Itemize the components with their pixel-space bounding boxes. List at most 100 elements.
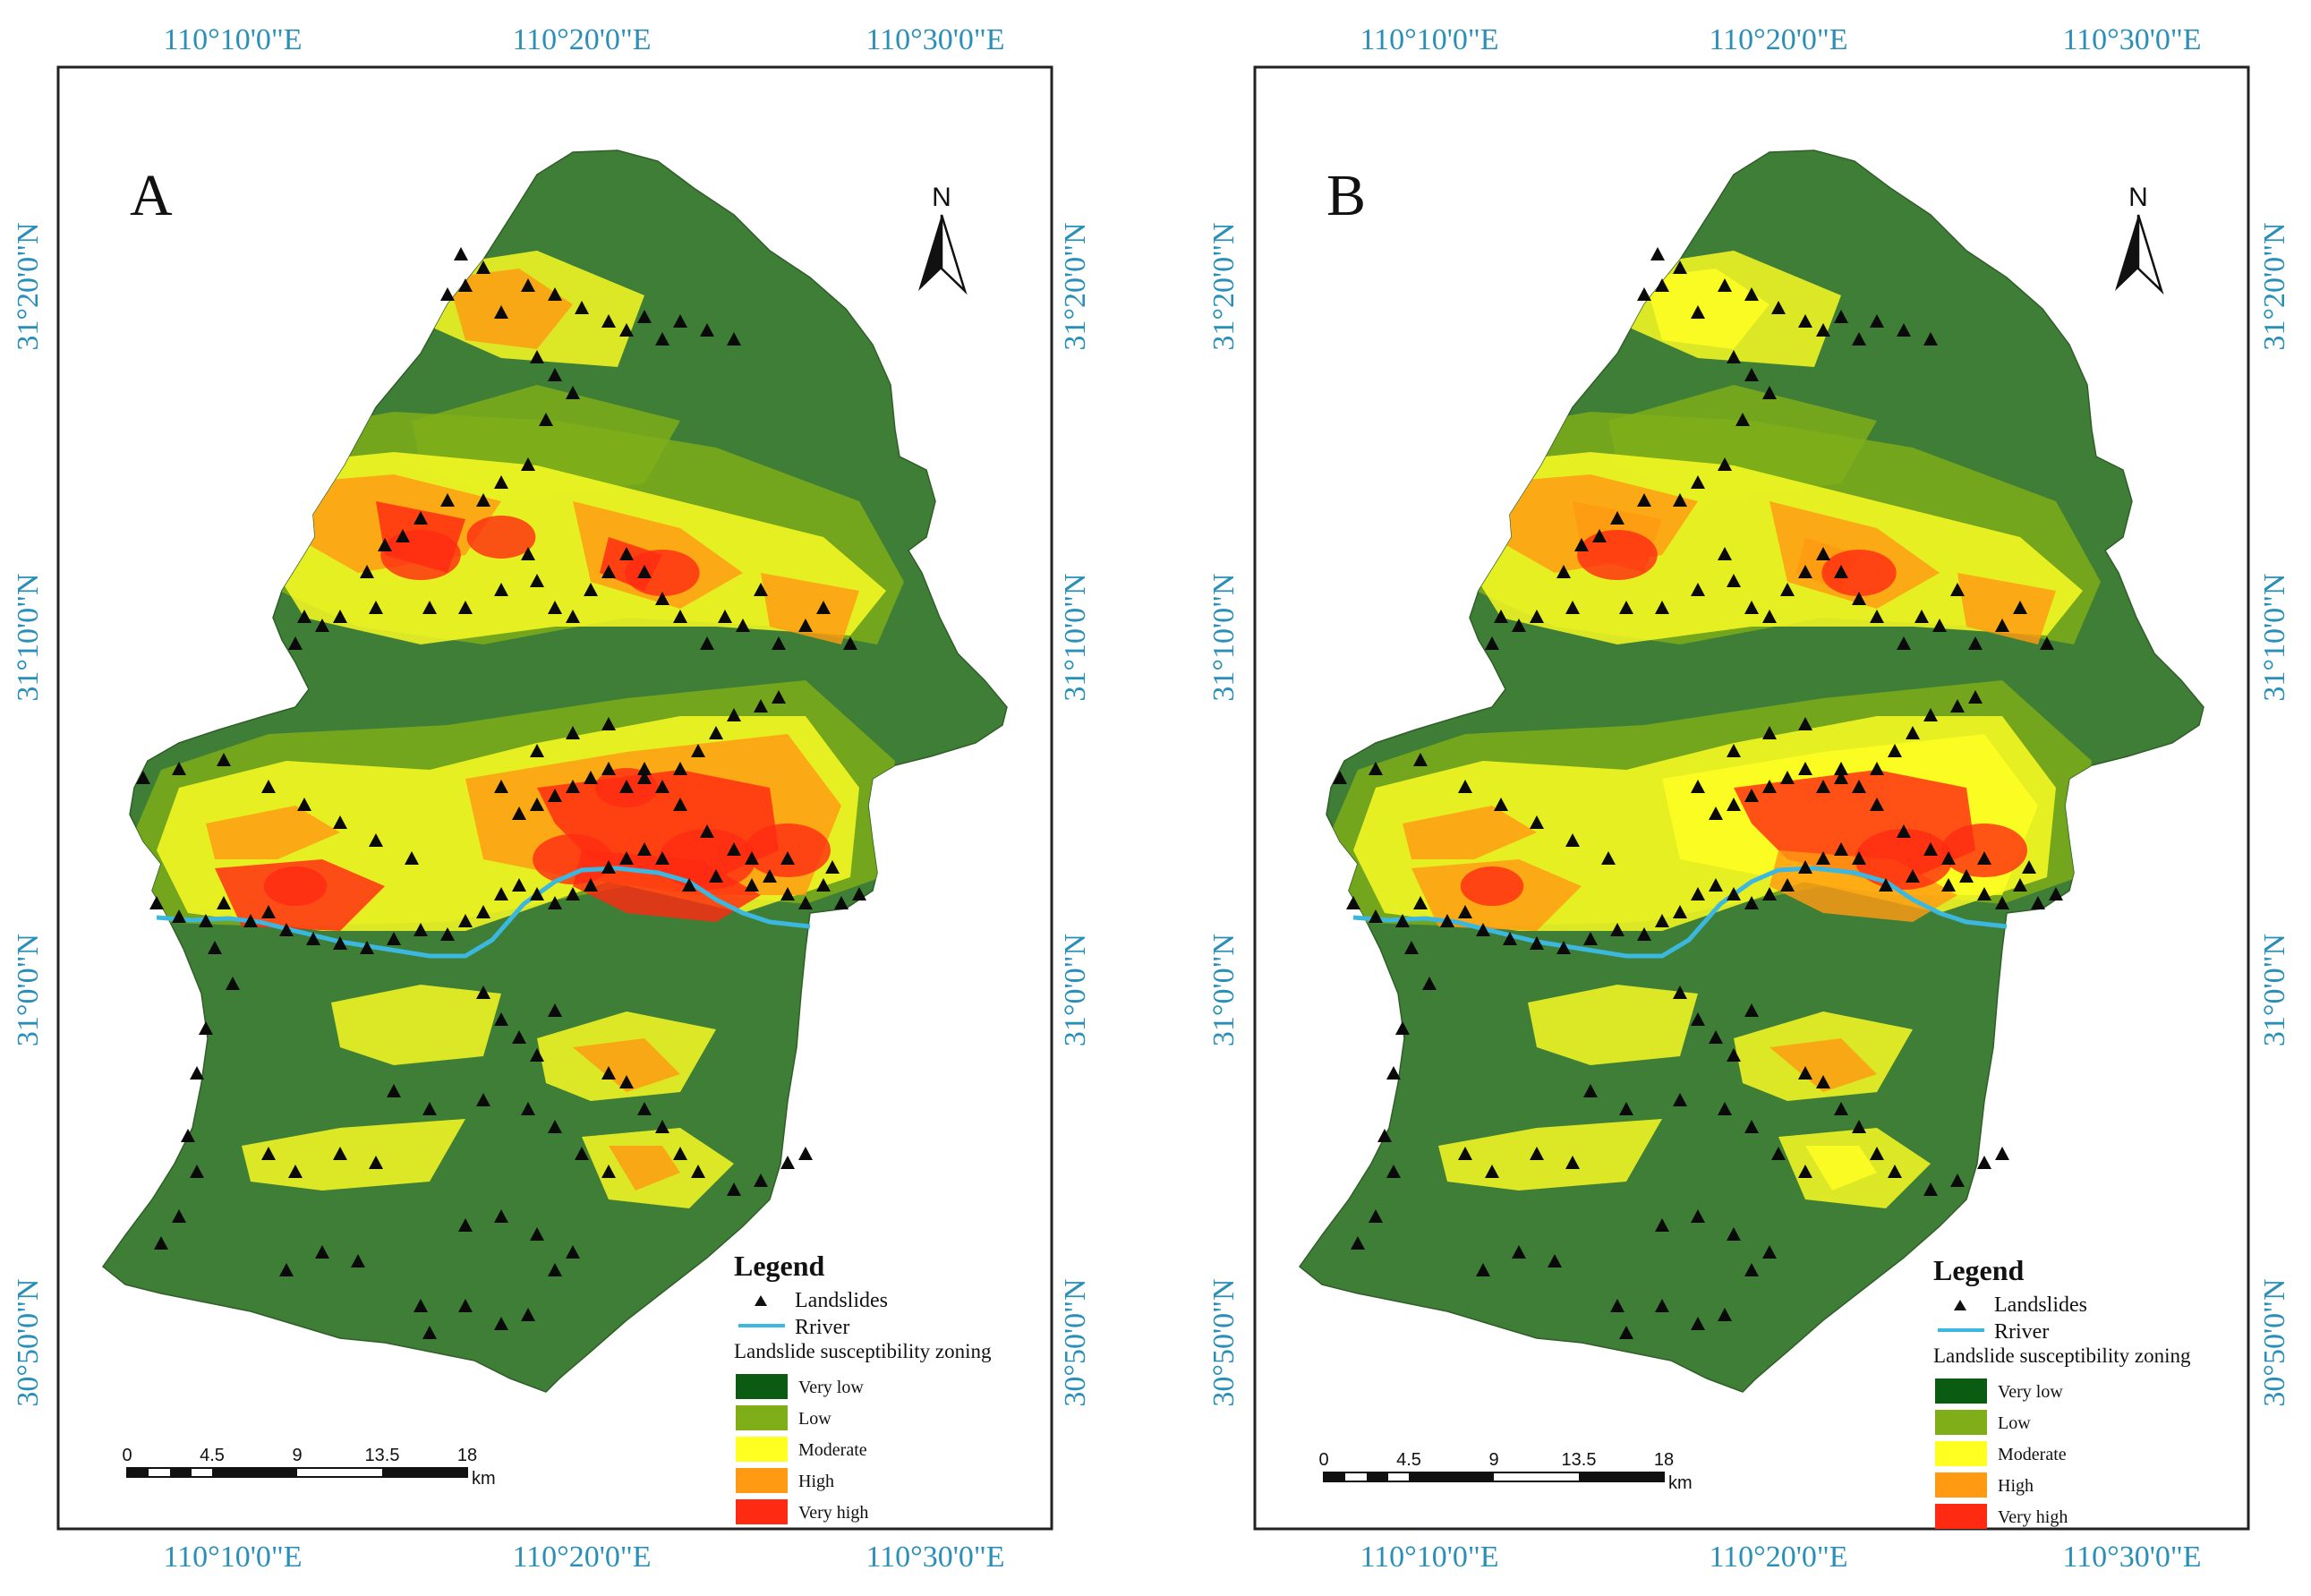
landslide-marker xyxy=(1709,1030,1723,1044)
landslide-marker xyxy=(440,287,455,301)
landslide-marker xyxy=(575,301,589,314)
landslide-marker xyxy=(333,1147,347,1160)
scale-label: 0 xyxy=(1318,1450,1328,1470)
map-frame xyxy=(1253,65,2250,1531)
landslide-marker xyxy=(2013,878,2027,892)
susceptibility-zone xyxy=(1805,1146,1877,1191)
right-latitude-label: 30°50'0"N xyxy=(2258,1278,2291,1406)
landslide-marker xyxy=(458,278,473,292)
landslide-marker xyxy=(655,332,669,346)
landslide-marker xyxy=(1395,914,1410,927)
landslide-marker xyxy=(1744,601,1759,614)
landslide-marker xyxy=(1995,619,2009,632)
landslide-marker xyxy=(1762,780,1777,793)
landslide-marker xyxy=(172,1209,186,1223)
landslide-marker xyxy=(548,1003,562,1017)
landslide-marker xyxy=(1503,932,1517,945)
landslide-marker xyxy=(825,860,840,874)
left-latitude-label: 31°20'0"N xyxy=(1207,222,1241,350)
landslide-marker xyxy=(1583,932,1598,945)
landslide-marker xyxy=(1923,332,1938,346)
landslide-marker xyxy=(566,726,580,739)
landslide-marker xyxy=(414,923,428,936)
landslide-marker xyxy=(754,583,768,596)
very-high-hotspot xyxy=(1460,866,1524,906)
landslide-marker xyxy=(494,780,508,793)
landslide-marker xyxy=(476,905,490,918)
scale-unit: km xyxy=(472,1469,496,1489)
landslide-marker xyxy=(1556,565,1571,578)
landslide-marker xyxy=(1914,610,1929,623)
landslide-marker xyxy=(736,619,750,632)
landslide-marker xyxy=(798,1147,813,1160)
landslide-marker xyxy=(1727,1048,1741,1062)
landslide-marker xyxy=(548,368,562,381)
landslide-marker xyxy=(279,923,294,936)
landslide-marker xyxy=(1897,323,1911,337)
landslide-marker xyxy=(673,314,687,328)
legend: Legend Landslides Rriver Landslide susce… xyxy=(734,1250,992,1524)
landslide-marker xyxy=(673,762,687,775)
landslide-marker xyxy=(619,851,634,865)
landslide-marker xyxy=(1888,1165,1902,1178)
landslide-marker xyxy=(476,493,490,507)
legend-zoning-title: Landslide susceptibility zoning xyxy=(734,1340,992,1362)
landslide-marker xyxy=(1530,610,1544,623)
right-latitude-label: 31°0'0"N xyxy=(2258,934,2291,1046)
landslide-marker xyxy=(1744,368,1759,381)
landslide-marker xyxy=(333,610,347,623)
landslide-marker xyxy=(1718,1308,1732,1321)
landslide-marker xyxy=(208,941,222,954)
landslide-marker xyxy=(1977,851,1991,865)
scale-label: 13.5 xyxy=(1562,1450,1597,1470)
landslide-marker xyxy=(798,896,813,909)
top-longitude-label: 110°10'0"E xyxy=(163,23,302,56)
landslide-marker xyxy=(1950,583,1965,596)
landslide-marker xyxy=(440,493,455,507)
landslide-marker xyxy=(709,869,723,883)
scale-label: 4.5 xyxy=(1396,1450,1421,1470)
landslide-marker xyxy=(700,824,714,838)
landslide-marker xyxy=(1395,1021,1410,1035)
bottom-longitude-label: 110°20'0"E xyxy=(1709,1541,1847,1574)
landslide-marker xyxy=(414,511,428,525)
legend-class-label: Very low xyxy=(1998,1382,2063,1402)
scale-label: 9 xyxy=(292,1446,302,1465)
landslide-marker xyxy=(566,610,580,623)
landslide-marker xyxy=(1386,1066,1401,1080)
landslide-marker xyxy=(1744,789,1759,802)
landslide-marker xyxy=(1574,538,1589,551)
landslide-marker xyxy=(494,887,508,900)
legend-class-label: High xyxy=(798,1472,834,1491)
susceptibility-zone xyxy=(609,1146,680,1191)
landslide-marker xyxy=(1852,1120,1866,1133)
landslide-marker xyxy=(494,305,508,319)
legend-swatch xyxy=(736,1405,788,1430)
top-longitude-label: 110°20'0"E xyxy=(512,23,651,56)
legend-landslides: Landslides xyxy=(795,1289,888,1312)
legend-class-label: Low xyxy=(1998,1413,2031,1433)
susceptibility-zone xyxy=(448,269,573,349)
landslide-marker xyxy=(1565,833,1580,847)
landslide-marker xyxy=(1834,310,1848,323)
landslide-marker xyxy=(584,878,598,892)
landslide-marker xyxy=(1351,1236,1365,1250)
landslide-marker xyxy=(1932,619,1947,632)
landslide-marker xyxy=(1727,798,1741,811)
landslide-marker xyxy=(521,547,535,560)
landslide-marker xyxy=(780,887,795,900)
left-latitude-label: 31°20'0"N xyxy=(12,222,45,350)
very-high-hotspot xyxy=(263,866,328,906)
landslide-marker xyxy=(1852,592,1866,605)
top-longitude-label: 110°30'0"E xyxy=(866,23,1004,56)
landslide-marker xyxy=(1655,1299,1669,1312)
landslide-marker xyxy=(1950,699,1965,713)
landslide-marker xyxy=(1565,601,1580,614)
landslide-marker xyxy=(1494,610,1508,623)
landslide-marker xyxy=(1673,986,1687,999)
landslide-marker xyxy=(530,1227,544,1241)
landslide-marker xyxy=(149,896,164,909)
landslide-marker xyxy=(637,762,652,775)
very-high-hotspot xyxy=(745,824,831,877)
landslide-marker xyxy=(1798,762,1812,775)
